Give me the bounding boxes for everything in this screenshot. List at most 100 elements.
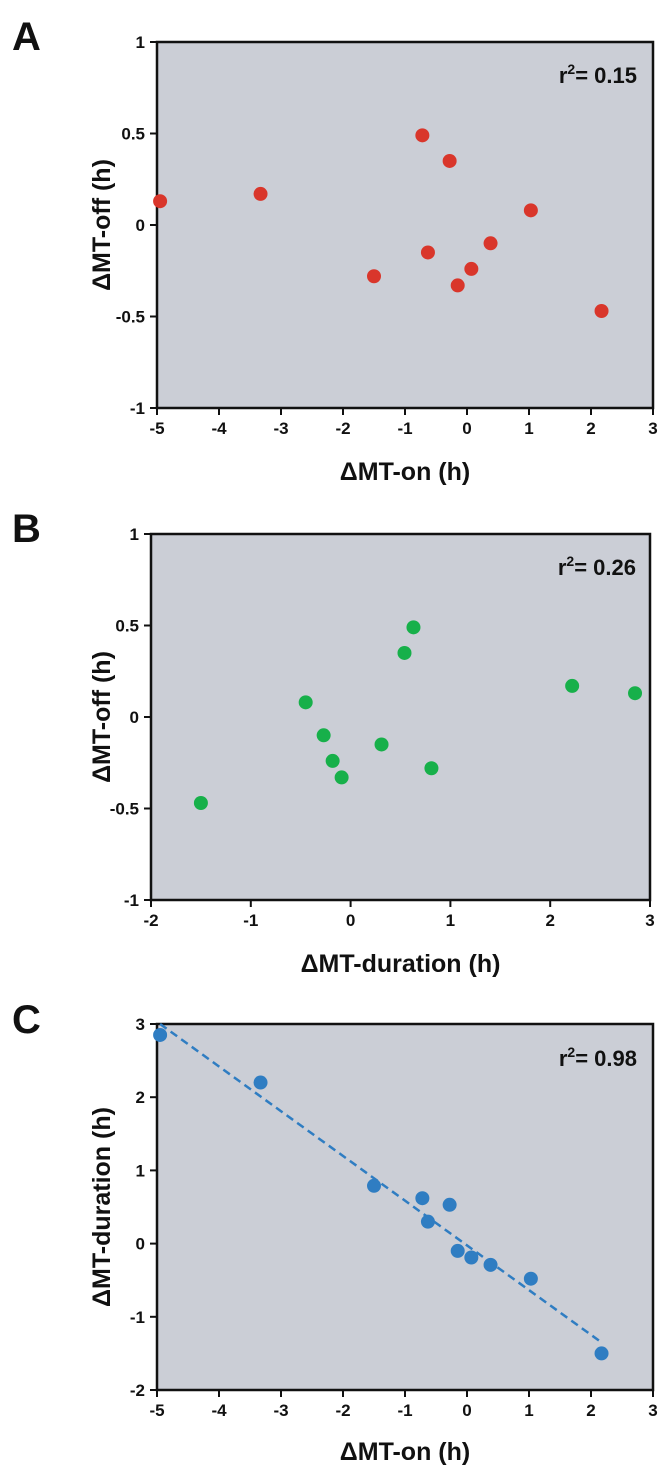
- x-tick-label: 3: [648, 1401, 657, 1420]
- data-point: [594, 304, 609, 319]
- r-squared-prefix: r: [559, 63, 568, 88]
- y-tick-label: 3: [136, 1015, 145, 1034]
- data-point: [406, 620, 421, 635]
- data-point: [483, 236, 498, 251]
- panel-c: C -5 -4 -3 -2 -1 0 1 2 3 3 2 1 0 -1 -2 ΔMT-on (h) ΔMT-dur…: [12, 998, 658, 1466]
- r-squared-superscript: 2: [567, 61, 575, 77]
- r-squared-value: = 0.98: [575, 1046, 637, 1071]
- data-point: [316, 728, 331, 743]
- y-tick-label: 0: [136, 1235, 145, 1254]
- plot-area: [149, 532, 652, 902]
- y-tick-label: -2: [130, 1381, 145, 1400]
- x-tick-label: -5: [149, 419, 164, 438]
- data-point: [153, 1027, 168, 1042]
- y-tick-label: -0.5: [110, 800, 139, 819]
- data-point: [523, 1271, 538, 1286]
- x-axis-title: ΔMT-duration (h): [301, 950, 501, 978]
- x-axis-title: ΔMT-on (h): [340, 1438, 470, 1466]
- data-point: [424, 761, 439, 776]
- x-tick-label: -1: [397, 419, 412, 438]
- r-squared-annotation: r2= 0.98: [559, 1044, 637, 1071]
- x-tick-label: 3: [648, 419, 657, 438]
- data-point: [334, 770, 349, 785]
- panel-letter: B: [12, 507, 41, 551]
- data-point: [464, 261, 479, 276]
- x-tick-label: 1: [524, 419, 533, 438]
- data-point: [483, 1257, 498, 1272]
- r-squared-superscript: 2: [566, 553, 574, 569]
- data-point: [450, 1243, 465, 1258]
- data-point: [523, 203, 538, 218]
- r-squared-annotation: r2= 0.15: [559, 61, 637, 88]
- x-tick-label: 1: [524, 1401, 533, 1420]
- y-tick-label: -1: [124, 891, 139, 910]
- y-tick-label: 0.5: [115, 617, 139, 636]
- plot-area: [155, 40, 655, 410]
- data-point: [253, 186, 268, 201]
- data-point: [442, 1197, 457, 1212]
- y-tick-label: -1: [130, 399, 145, 418]
- panel-letter: A: [12, 15, 41, 59]
- y-axis-title: ΔMT-off (h): [88, 159, 116, 291]
- x-tick-label: -3: [273, 1401, 288, 1420]
- data-point: [415, 1191, 430, 1206]
- r-squared-prefix: r: [559, 1046, 568, 1071]
- x-tick-label: -4: [211, 419, 227, 438]
- plot-area: [155, 1022, 655, 1392]
- y-tick-label: 0: [136, 216, 145, 235]
- r-squared-prefix: r: [558, 555, 567, 580]
- data-point: [464, 1250, 479, 1265]
- y-tick-label: -1: [130, 1308, 145, 1327]
- data-point: [325, 753, 340, 768]
- data-point: [450, 278, 465, 293]
- data-point: [153, 194, 168, 209]
- x-tick-label: -2: [335, 419, 350, 438]
- data-point: [420, 245, 435, 260]
- x-tick-label: -2: [143, 911, 158, 930]
- data-point: [442, 153, 457, 168]
- x-tick-label: 2: [586, 1401, 595, 1420]
- x-tick-label: -5: [149, 1401, 164, 1420]
- y-tick-label: 1: [136, 33, 145, 52]
- x-tick-label: 3: [645, 911, 654, 930]
- data-point: [397, 645, 412, 660]
- data-point: [594, 1346, 609, 1361]
- x-tick-label: -3: [273, 419, 288, 438]
- x-tick-label: 0: [346, 911, 355, 930]
- y-tick-label: -0.5: [116, 308, 145, 327]
- panel-a: A -5 -4 -3 -2 -1 0 1 2 3 1 0.5 0 -0.5 -1 ΔMT-on (h) ΔMT-…: [12, 15, 658, 486]
- data-point: [420, 1214, 435, 1229]
- y-axis-title: ΔMT-off (h): [88, 651, 116, 783]
- data-point: [253, 1075, 268, 1090]
- data-point: [298, 695, 313, 710]
- x-tick-label: 2: [545, 911, 554, 930]
- data-point: [367, 1178, 381, 1193]
- r-squared-annotation: r2= 0.26: [558, 553, 636, 580]
- data-point: [367, 269, 381, 284]
- x-tick-label: 0: [462, 419, 471, 438]
- x-tick-label: -2: [335, 1401, 350, 1420]
- x-axis-title: ΔMT-on (h): [340, 458, 470, 486]
- y-tick-label: 0: [130, 708, 139, 727]
- x-tick-label: 1: [446, 911, 455, 930]
- r-squared-value: = 0.26: [574, 555, 636, 580]
- panel-letter: C: [12, 998, 41, 1042]
- data-point: [628, 686, 643, 701]
- data-point: [374, 737, 389, 752]
- y-axis-title: ΔMT-duration (h): [88, 1107, 116, 1307]
- y-tick-label: 2: [136, 1088, 145, 1107]
- x-tick-label: -1: [397, 1401, 412, 1420]
- data-point: [415, 128, 430, 143]
- x-tick-label: -4: [211, 1401, 227, 1420]
- y-tick-label: 1: [130, 525, 139, 544]
- x-tick-label: -1: [243, 911, 258, 930]
- y-tick-label: 0.5: [121, 125, 145, 144]
- r-squared-superscript: 2: [567, 1044, 575, 1060]
- x-tick-label: 2: [586, 419, 595, 438]
- x-tick-label: 0: [462, 1401, 471, 1420]
- y-tick-label: 1: [136, 1161, 145, 1180]
- data-point: [193, 796, 208, 811]
- data-point: [565, 678, 580, 693]
